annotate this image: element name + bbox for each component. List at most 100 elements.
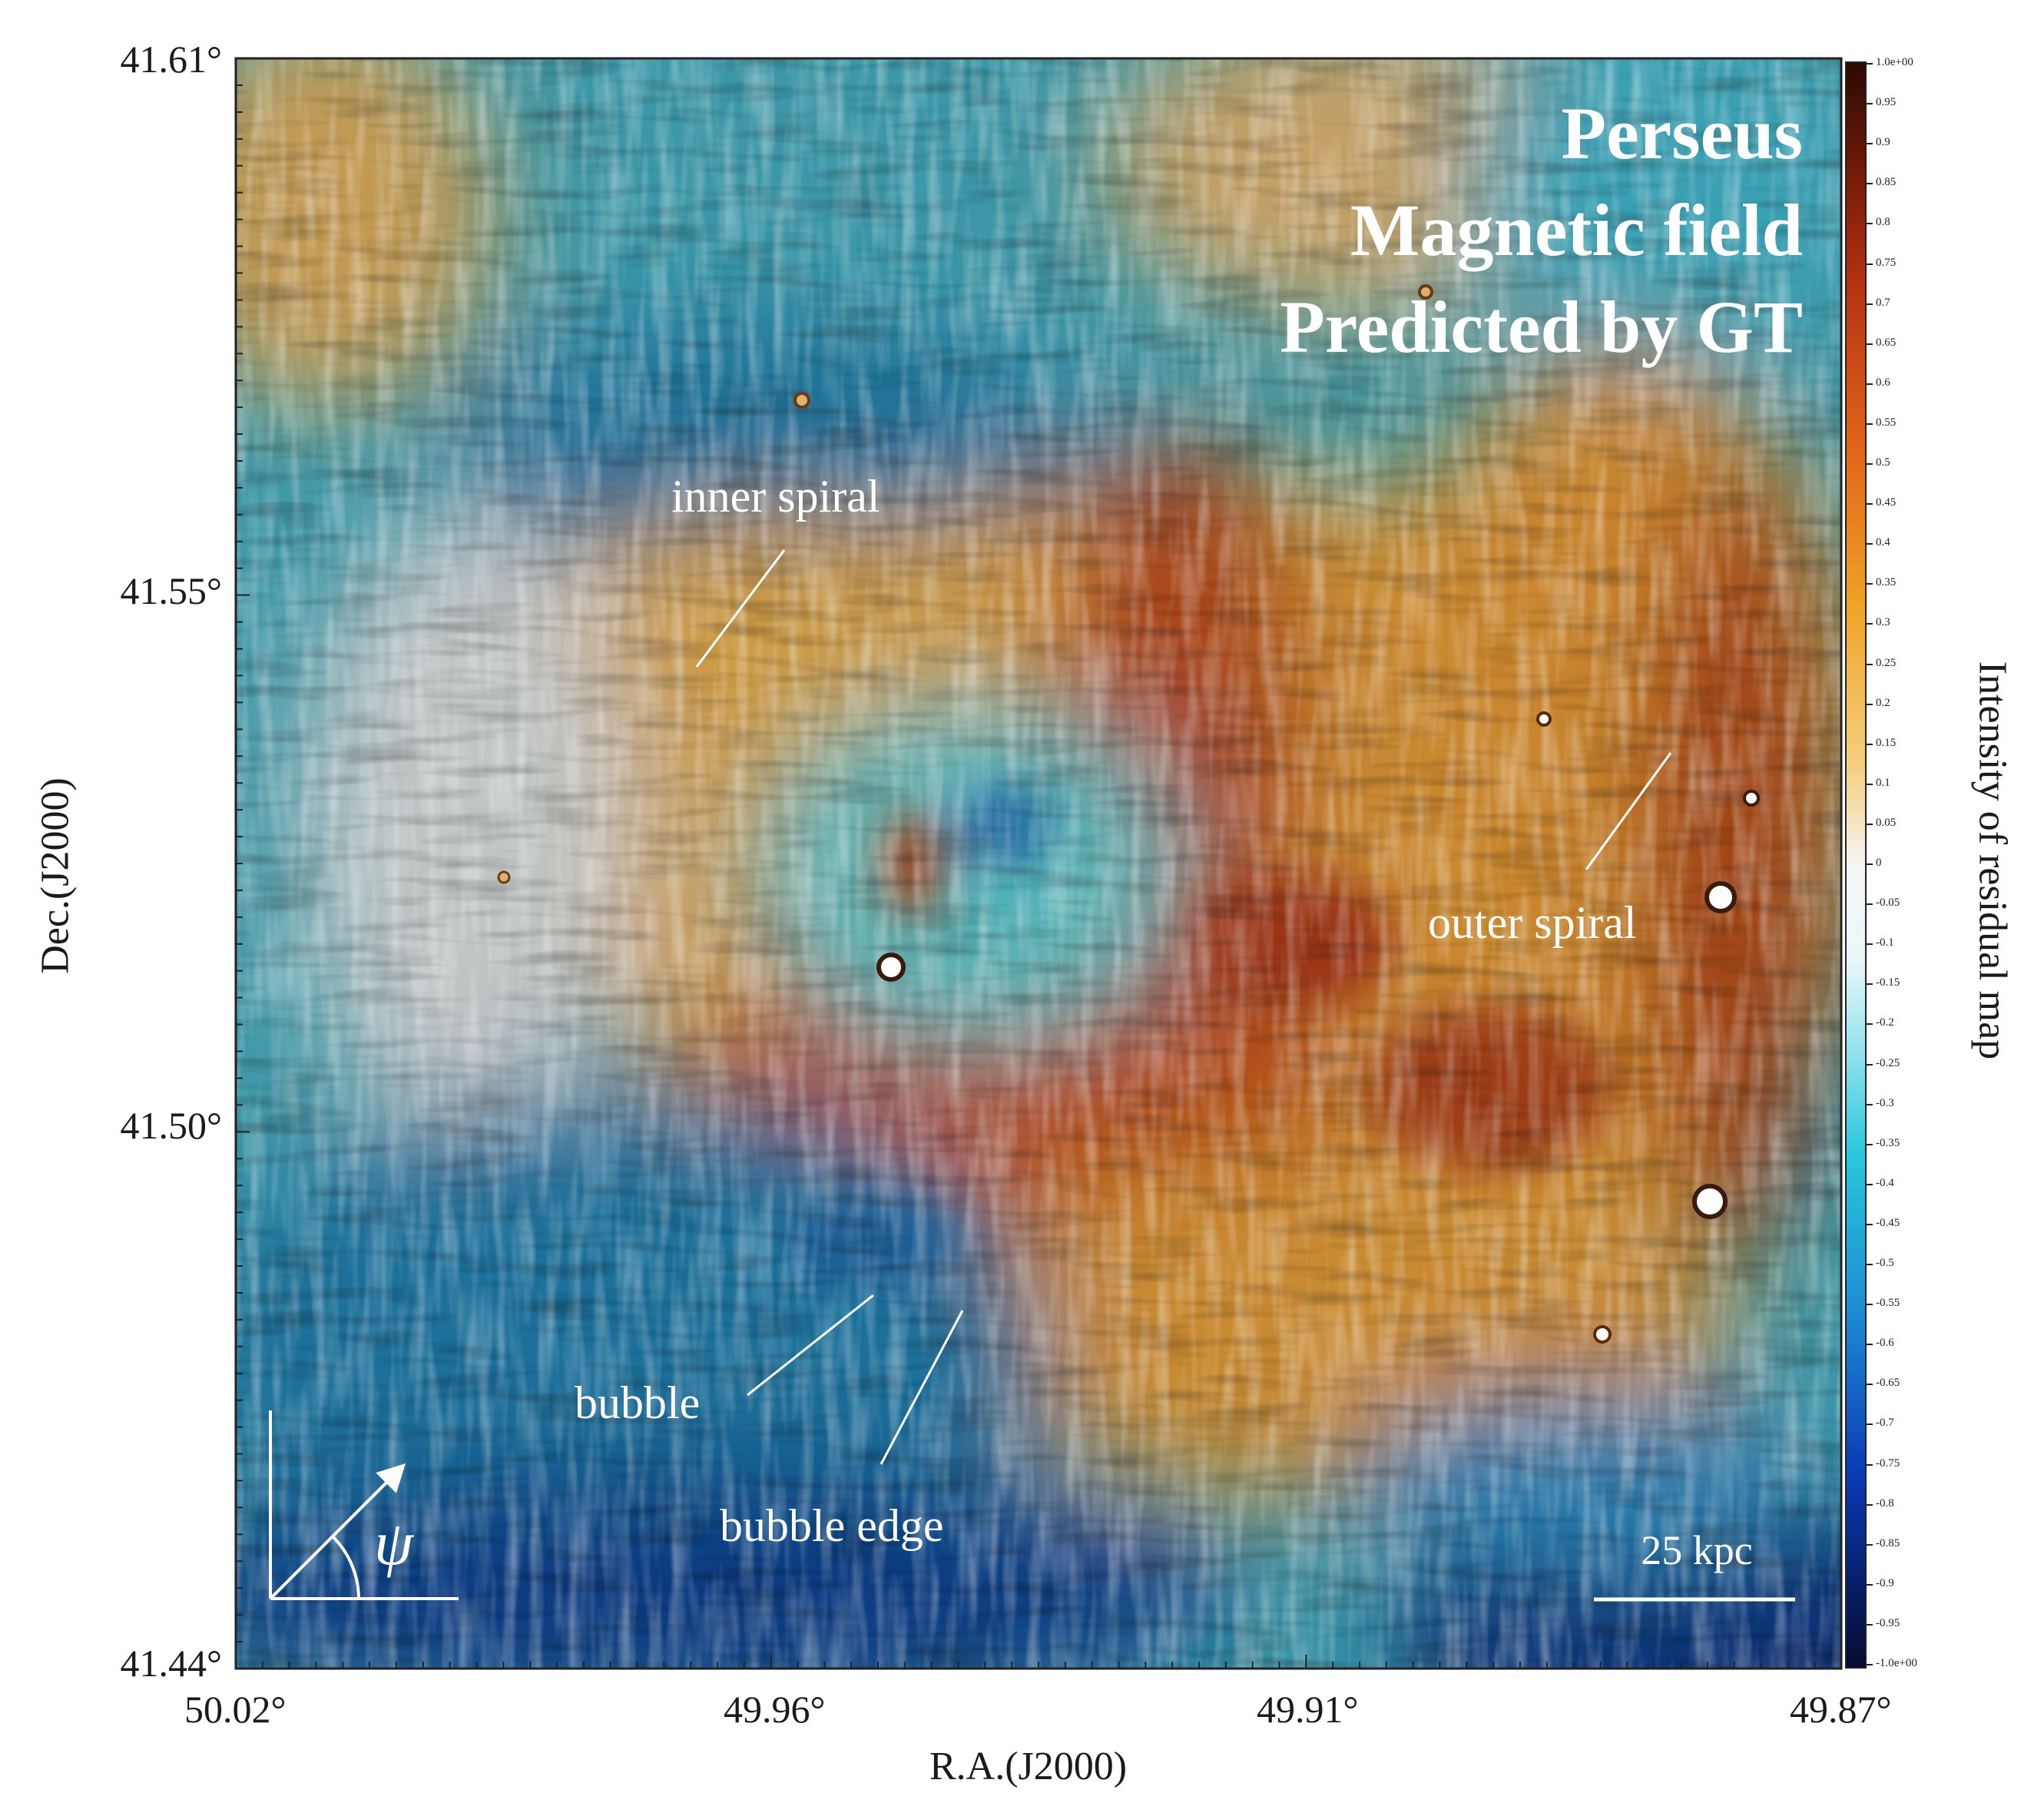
colorbar-tick-mark: [1867, 343, 1873, 345]
colorbar-tick-mark: [1867, 943, 1873, 946]
y-tick-41.55: 41.55°: [120, 569, 223, 612]
colorbar-tick-mark: [1867, 1183, 1873, 1185]
colorbar-tick-mark: [1867, 823, 1873, 825]
colorbar-tick-label: -0.85: [1876, 1536, 1900, 1549]
x-tick-49.87: 49.87°: [1790, 1688, 1892, 1731]
colorbar-tick-mark: [1867, 303, 1873, 305]
scale-bar-label: 25 kpc: [1641, 1527, 1752, 1573]
colorbar-tick-mark: [1867, 1664, 1873, 1665]
bubble-edge-pointer: [880, 1310, 964, 1465]
colorbar-tick-mark: [1867, 1623, 1873, 1626]
colorbar-tick-mark: [1867, 703, 1873, 705]
bubble-pointer: [747, 1294, 874, 1397]
colorbar-tick-label: 0.35: [1876, 576, 1897, 589]
colorbar-tick-label: 0.75: [1876, 256, 1897, 269]
colorbar-tick-label: -0.05: [1876, 896, 1900, 910]
colorbar-tick-mark: [1867, 783, 1873, 785]
colorbar-tick-mark: [1867, 903, 1873, 906]
colorbar-tick-label: 0.5: [1876, 456, 1890, 469]
colorbar: [1845, 61, 1867, 1669]
colorbar-tick-label: -0.75: [1876, 1457, 1900, 1470]
colorbar-tick-label: -0.15: [1876, 976, 1900, 989]
colorbar-tick-label: 0.1: [1876, 776, 1890, 789]
colorbar-tick-mark: [1867, 63, 1873, 65]
colorbar-tick-mark: [1867, 1503, 1873, 1506]
colorbar-tick-mark: [1867, 1103, 1873, 1105]
bubble-label: bubble: [575, 1377, 700, 1428]
colorbar-tick-label: -0.95: [1876, 1616, 1900, 1629]
colorbar-tick-label: -0.35: [1876, 1136, 1900, 1149]
colorbar-tick-mark: [1867, 1344, 1873, 1346]
colorbar-tick-mark: [1867, 223, 1873, 225]
colorbar-tick-label: -0.25: [1876, 1056, 1900, 1069]
colorbar-tick-mark: [1867, 1143, 1873, 1145]
title-line-3: Predicted by GT: [1280, 286, 1803, 368]
colorbar-tick-label: 0.85: [1876, 176, 1897, 189]
colorbar-tick-mark: [1867, 743, 1873, 745]
x-tick-50.02: 50.02°: [184, 1688, 287, 1731]
y-tick-41.44: 41.44°: [120, 1642, 223, 1685]
colorbar-tick-mark: [1867, 183, 1873, 185]
colorbar-tick-mark: [1867, 1384, 1873, 1386]
colorbar-tick-mark: [1867, 423, 1873, 425]
outer-spiral-label: outer spiral: [1428, 897, 1637, 948]
colorbar-tick-label: -0.6: [1876, 1337, 1894, 1350]
colorbar-tick-mark: [1867, 103, 1873, 105]
colorbar-tick-label: 0.25: [1876, 656, 1897, 669]
y-tick-41.50: 41.50°: [120, 1104, 223, 1147]
colorbar-tick-mark: [1867, 863, 1873, 865]
colorbar-tick-mark: [1867, 1543, 1873, 1546]
colorbar-tick-label: 0.15: [1876, 736, 1897, 749]
colorbar-tick-mark: [1867, 463, 1873, 465]
colorbar-tick-label: 0.2: [1876, 696, 1890, 709]
colorbar-tick-mark: [1867, 663, 1873, 665]
colorbar-tick-label: 0.6: [1876, 376, 1890, 389]
colorbar-tick-label: -0.3: [1876, 1096, 1894, 1109]
colorbar-tick-mark: [1867, 1463, 1873, 1466]
colorbar-tick-label: 0.3: [1876, 616, 1890, 629]
colorbar-tick-label: -0.5: [1876, 1257, 1894, 1269]
colorbar-tick-label: 0.95: [1876, 96, 1897, 109]
colorbar-title: Intensity of residual map: [1970, 661, 2015, 1060]
x-tick-49.96: 49.96°: [724, 1688, 826, 1731]
annotation-lines: [695, 549, 1672, 1465]
colorbar-tick-mark: [1867, 1223, 1873, 1225]
colorbar-tick-label: 0.65: [1876, 336, 1897, 349]
colorbar-tick-mark: [1867, 143, 1873, 145]
colorbar-tick-label: 0.45: [1876, 496, 1897, 509]
colorbar-tick-mark: [1867, 1063, 1873, 1066]
outer-spiral-pointer: [1585, 752, 1672, 870]
y-tick-41.61: 41.61°: [120, 38, 223, 81]
colorbar-tick-mark: [1867, 1023, 1873, 1026]
colorbar-tick-label: 0.05: [1876, 816, 1897, 829]
bubble-edge-label: bubble edge: [720, 1500, 944, 1551]
colorbar-tick-label: -0.55: [1876, 1297, 1900, 1310]
colorbar-tick-label: 0.9: [1876, 136, 1890, 149]
title-line-2: Magnetic field: [1350, 189, 1803, 271]
axes-frame: [234, 57, 1843, 1670]
colorbar-tick-label: 0.8: [1876, 216, 1890, 229]
psi-symbol: ψ: [374, 1508, 415, 1578]
colorbar-tick-mark: [1867, 1423, 1873, 1426]
colorbar-tick-label: 0: [1876, 857, 1882, 869]
colorbar-tick-label: 1.0e+00: [1876, 56, 1913, 68]
colorbar-tick-mark: [1867, 983, 1873, 986]
colorbar-tick-mark: [1867, 383, 1873, 385]
magnetic-field-map: Perseus Magnetic field Predicted by GT i…: [236, 58, 1841, 1669]
colorbar-tick-label: 0.55: [1876, 416, 1897, 429]
colorbar-tick-label: -0.7: [1876, 1417, 1894, 1430]
colorbar-tick-label: -1.0e+00: [1876, 1657, 1917, 1669]
y-axis-title: Dec.(J2000): [33, 777, 78, 974]
colorbar-tick-mark: [1867, 623, 1873, 625]
colorbar-tick-label: -0.9: [1876, 1576, 1894, 1589]
colorbar-tick-label: -0.8: [1876, 1496, 1894, 1510]
psi-angle-indicator: [269, 1410, 459, 1600]
colorbar-tick-label: -0.2: [1876, 1016, 1894, 1029]
inner-spiral-label: inner spiral: [671, 471, 880, 522]
colorbar-tick-label: 0.7: [1876, 296, 1890, 309]
colorbar-tick-mark: [1867, 583, 1873, 585]
colorbar-tick-mark: [1867, 1304, 1873, 1306]
colorbar-tick-label: -0.65: [1876, 1377, 1900, 1390]
colorbar-tick-mark: [1867, 503, 1873, 505]
